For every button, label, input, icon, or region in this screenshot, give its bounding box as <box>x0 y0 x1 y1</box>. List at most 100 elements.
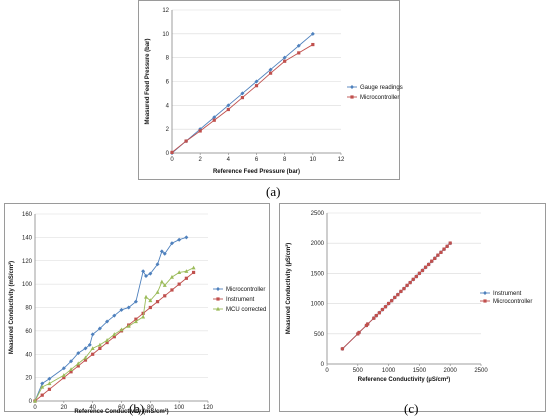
chart-a-data-point <box>254 79 259 84</box>
chart-a-data-point <box>268 71 273 75</box>
chart-b-data-point <box>119 327 124 332</box>
chart-b-data-point <box>191 265 196 270</box>
chart-b-y-tick-label: 20 <box>25 376 32 382</box>
chart-a-data-point <box>311 42 315 47</box>
chart-c-y-tick-label: 1500 <box>311 271 325 277</box>
chart-c-data-point <box>436 253 440 257</box>
chart-b-data-point <box>148 271 153 276</box>
chart-c-data-point <box>377 311 381 315</box>
chart-c-data-point <box>383 305 388 309</box>
chart-c-data-point <box>433 256 437 261</box>
chart-b-data-point <box>83 355 88 360</box>
chart-b-x-tick-label: 40 <box>89 405 96 411</box>
chart-b-data-point <box>169 274 174 279</box>
chart-b-data-point <box>155 300 160 304</box>
chart-c-x-axis-label: Reference Conductivity (µS/cm²) <box>358 376 450 383</box>
chart-b-x-tick-label: 120 <box>203 405 214 411</box>
chart-c-y-tick-label: 2000 <box>311 241 325 247</box>
chart-b-data-point <box>90 346 95 351</box>
chart-b-data-point <box>105 340 109 345</box>
chart-b-series-line <box>34 236 187 402</box>
chart-b-data-point <box>97 342 102 347</box>
chart-b-data-point <box>112 335 116 339</box>
chart-b-data-point <box>177 270 182 275</box>
chart-c-data-point <box>427 262 431 267</box>
chart-b-data-point <box>98 346 102 351</box>
chart-b-data-point <box>134 317 138 321</box>
chart-a-y-axis-label: Measured Feed Pressure (bar) <box>145 38 151 124</box>
chart-b-data-point <box>126 305 131 310</box>
chart-b-data-point <box>184 269 189 273</box>
chart-a-y-tick-label: 10 <box>162 32 169 38</box>
chart-b-data-point <box>40 393 44 397</box>
chart-b-data-point <box>177 282 181 286</box>
chart-b-data-point <box>47 387 52 391</box>
chart-panel-b: 0 20 40 60 80 100 120 0 20 40 60 80 100 120 140 160 Refe… <box>4 203 270 415</box>
chart-b-x-tick-label: 100 <box>174 405 185 411</box>
chart-c-data-point <box>390 299 394 303</box>
chart-c-data-point <box>411 277 415 281</box>
chart-b-x-tick-label: 60 <box>118 405 125 411</box>
caption-a: (a) <box>266 184 281 199</box>
chart-b-data-point <box>155 290 160 294</box>
chart-a-data-point <box>226 107 230 112</box>
chart-a-x-tick-label: 4 <box>227 157 231 163</box>
chart-b-series-1 <box>33 270 196 403</box>
chart-a-data-point <box>254 84 259 88</box>
chart-c-svg: 0 500 1000 1500 2000 2500 0 500 1000 1500 2000 2500… <box>285 211 532 383</box>
chart-a-legend-label: Gauge readings <box>360 85 403 91</box>
chart-c-data-point <box>448 241 452 245</box>
chart-a-data-point <box>296 43 301 48</box>
chart-b-data-point <box>90 332 95 337</box>
chart-b-data-point <box>76 351 81 356</box>
chart-b-data-point <box>177 237 182 242</box>
chart-a-data-point <box>212 115 217 120</box>
chart-b-series-line <box>34 272 194 402</box>
chart-a-x-tick-label: 8 <box>283 157 287 163</box>
chart-b-legend-label: MCU corrected <box>226 307 266 313</box>
chart-b-data-point <box>184 276 188 280</box>
chart-b-data-point <box>91 352 95 356</box>
chart-b-y-tick-label: 40 <box>25 352 32 358</box>
chart-b-data-point <box>141 311 145 315</box>
chart-c-data-point <box>423 265 428 269</box>
chart-b-data-point <box>105 319 110 324</box>
chart-c-x-tick-label: 500 <box>353 368 364 374</box>
chart-b-data-point <box>133 299 138 304</box>
chart-b-data-point <box>112 332 117 336</box>
chart-b-data-point <box>69 359 74 364</box>
chart-b-data-point <box>119 307 124 312</box>
chart-c-data-point <box>402 287 406 291</box>
chart-b-data-point <box>83 346 88 351</box>
chart-panel-a: 0 2 4 6 8 10 12 0 2 4 6 8 10 12 Reference Feed Pressur… <box>138 0 403 180</box>
chart-b-data-point <box>155 262 160 267</box>
chart-b-data-point <box>184 235 189 240</box>
chart-b-y-tick-label: 160 <box>22 212 33 218</box>
chart-a-x-tick-label: 10 <box>309 157 316 163</box>
chart-c-y-axis-label: Measured Conductivity (µS/cm²) <box>285 243 292 334</box>
chart-panel-c: 0 500 1000 1500 2000 2500 0 500 1000 1500 2000 2500… <box>279 203 546 412</box>
chart-b-data-point <box>40 381 45 386</box>
chart-a-y-tick-label: 8 <box>166 56 170 62</box>
chart-b-y-tick-label: 80 <box>25 306 32 312</box>
chart-a-y-tick-label: 12 <box>162 8 169 14</box>
chart-b-data-point <box>148 305 152 310</box>
chart-b-data-point <box>159 279 164 284</box>
chart-a-data-point <box>310 31 315 36</box>
chart-b-data-point <box>47 381 52 386</box>
chart-c-data-point <box>439 250 443 254</box>
chart-c-x-tick-label: 2000 <box>444 368 458 374</box>
chart-a-y-tick-label: 6 <box>166 80 170 86</box>
chart-a-legend-marker <box>350 95 354 99</box>
chart-a-series-1 <box>170 42 315 155</box>
chart-c-legend-marker <box>483 291 487 295</box>
chart-c-data-point <box>380 307 385 312</box>
chart-c-legend-label: Microcontroller <box>493 299 532 305</box>
chart-c-x-tick-label: 2500 <box>474 368 488 374</box>
chart-b-legend-marker <box>216 297 220 301</box>
chart-a-data-point <box>282 55 287 60</box>
chart-c-data-point <box>420 268 425 273</box>
chart-b-x-tick-label: 20 <box>60 405 67 411</box>
chart-a-data-point <box>226 103 231 108</box>
chart-c-data-point <box>399 289 403 293</box>
